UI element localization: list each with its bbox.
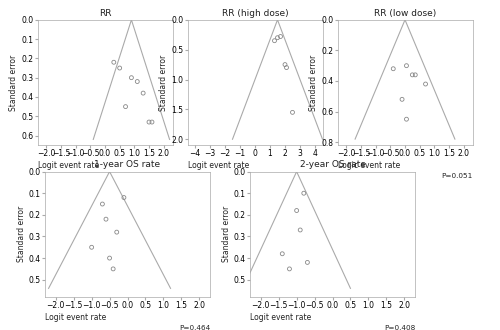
Point — [412, 72, 420, 78]
Point — [148, 119, 156, 125]
Point — [128, 75, 136, 80]
Point — [422, 82, 430, 87]
Point — [402, 116, 410, 122]
Text: Eggers P=0.49: Eggers P=0.49 — [118, 173, 172, 179]
Point — [276, 34, 284, 39]
Point — [278, 251, 286, 256]
Point — [286, 266, 294, 272]
Point — [106, 255, 114, 261]
Point — [122, 104, 130, 109]
Y-axis label: Standard error: Standard error — [17, 206, 26, 262]
Point — [390, 66, 398, 71]
Point — [120, 195, 128, 200]
Point — [402, 63, 410, 68]
Point — [112, 229, 120, 235]
Title: 2-year OS rate: 2-year OS rate — [300, 160, 366, 169]
X-axis label: Logic event rate: Logic event rate — [338, 161, 400, 170]
Y-axis label: Standard error: Standard error — [222, 206, 231, 262]
Title: RR: RR — [99, 9, 112, 17]
X-axis label: Logit event rate: Logit event rate — [38, 161, 99, 170]
Point — [110, 60, 118, 65]
Point — [145, 119, 153, 125]
Point — [274, 35, 281, 40]
Point — [139, 90, 147, 96]
Point — [102, 216, 110, 222]
Point — [88, 245, 96, 250]
Point — [288, 110, 296, 115]
Point — [134, 79, 141, 84]
Point — [109, 266, 117, 272]
Y-axis label: Standard error: Standard error — [310, 54, 318, 111]
Point — [398, 97, 406, 102]
Point — [296, 227, 304, 233]
Y-axis label: Standard error: Standard error — [160, 54, 168, 111]
Point — [98, 201, 106, 207]
Text: P=0.464: P=0.464 — [179, 325, 210, 330]
Title: RR (low dose): RR (low dose) — [374, 9, 436, 17]
Point — [304, 260, 312, 265]
Point — [300, 191, 308, 196]
Point — [281, 62, 289, 67]
Text: P=0.324: P=0.324 — [291, 173, 322, 179]
Point — [282, 65, 290, 70]
Point — [408, 72, 416, 78]
X-axis label: Logit event rate: Logit event rate — [45, 313, 106, 322]
Title: 1-year OS rate: 1-year OS rate — [94, 160, 160, 169]
Text: P=0.051: P=0.051 — [442, 173, 472, 179]
X-axis label: Logit event rate: Logit event rate — [188, 161, 249, 170]
Title: RR (high dose): RR (high dose) — [222, 9, 288, 17]
X-axis label: Logit event rate: Logit event rate — [250, 313, 311, 322]
Point — [292, 208, 300, 213]
Point — [116, 65, 124, 71]
Point — [270, 38, 278, 43]
Text: P=0.408: P=0.408 — [384, 325, 415, 330]
Y-axis label: Standard error: Standard error — [10, 54, 18, 111]
